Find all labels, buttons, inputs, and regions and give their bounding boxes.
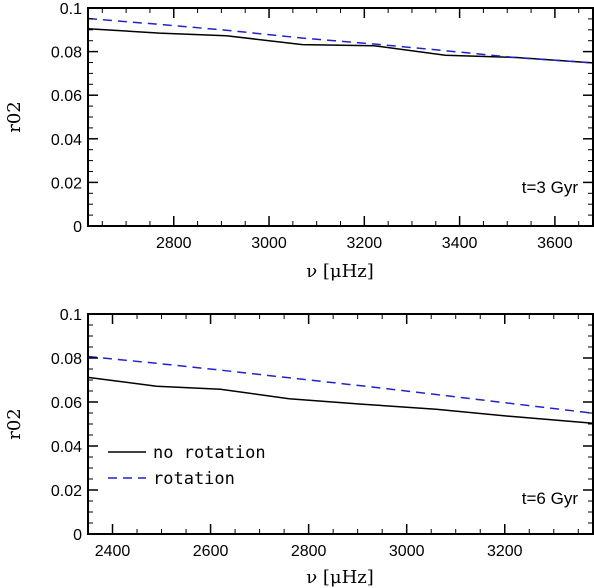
bottom-panel-series bbox=[87, 355, 594, 425]
legend-label-rotation: rotation bbox=[153, 469, 235, 489]
top-panel-tick-labels: 2800 3000 3200 3400 3600 0 0.02 0.04 0.06 0.08 0.1 bbox=[51, 1, 573, 252]
bottom-panel-y-tick-label: 0 bbox=[73, 527, 82, 544]
top-panel-y-tick-label: 0.04 bbox=[51, 132, 82, 149]
top-panel-series-rotation bbox=[87, 17, 594, 64]
top-panel-series-no-rotation bbox=[87, 27, 594, 64]
bottom-panel-y-tick-label: 0.1 bbox=[60, 307, 82, 324]
top-panel-y-tick-label: 0.02 bbox=[51, 175, 82, 192]
legend: no rotation rotation bbox=[108, 443, 266, 489]
bottom-panel-tick-labels: 2400 2600 2800 3000 3200 0 0.02 0.04 0.06 0.08 0.1 bbox=[51, 307, 523, 560]
bottom-panel: 2400 2600 2800 3000 3200 0 0.02 0.04 0.06 0.08 0.1… bbox=[4, 307, 594, 588]
top-panel-y-tick-label: 0.08 bbox=[51, 45, 82, 62]
bottom-panel-series-rotation bbox=[87, 355, 594, 414]
top-panel-y-tick-label: 0.1 bbox=[60, 1, 82, 18]
top-panel-y-tick-label: 0 bbox=[73, 219, 82, 236]
bottom-panel-frame bbox=[87, 313, 594, 535]
top-panel-x-tick-label: 2800 bbox=[156, 235, 192, 252]
top-panel-x-tick-label: 3200 bbox=[347, 235, 383, 252]
bottom-panel-ticks bbox=[87, 313, 593, 535]
bottom-panel-y-tick-label: 0.02 bbox=[51, 483, 82, 500]
top-panel: 2800 3000 3200 3400 3600 0 0.02 0.04 0.06 0.08 0.1… bbox=[4, 1, 594, 282]
top-panel-x-tick-label: 3400 bbox=[442, 235, 478, 252]
top-panel-x-axis-label: ν [μHz] bbox=[306, 261, 374, 282]
top-panel-x-tick-label: 3000 bbox=[251, 235, 287, 252]
top-panel-y-tick-label: 0.06 bbox=[51, 88, 82, 105]
top-panel-frame bbox=[87, 7, 594, 227]
top-panel-annotation: t=3 Gyr bbox=[522, 178, 579, 197]
bottom-panel-x-tick-label: 3000 bbox=[389, 543, 425, 560]
bottom-panel-y-tick-label: 0.06 bbox=[51, 395, 82, 412]
top-panel-ticks bbox=[88, 7, 593, 227]
bottom-panel-y-tick-label: 0.08 bbox=[51, 351, 82, 368]
bottom-panel-series-no-rotation bbox=[87, 376, 594, 425]
top-panel-y-axis-label: r02 bbox=[4, 101, 25, 133]
top-panel-x-tick-label: 3600 bbox=[537, 235, 573, 252]
bottom-panel-y-tick-label: 0.04 bbox=[51, 439, 82, 456]
bottom-panel-y-axis-label: r02 bbox=[4, 408, 25, 440]
bottom-panel-x-tick-label: 2800 bbox=[291, 543, 327, 560]
bottom-panel-x-axis-label: ν [μHz] bbox=[306, 567, 374, 588]
bottom-panel-x-tick-label: 2600 bbox=[193, 543, 229, 560]
legend-label-no-rotation: no rotation bbox=[153, 443, 266, 463]
bottom-panel-x-tick-label: 2400 bbox=[95, 543, 131, 560]
top-panel-series bbox=[87, 17, 594, 64]
bottom-panel-x-tick-label: 3200 bbox=[487, 543, 523, 560]
bottom-panel-annotation: t=6 Gyr bbox=[522, 489, 579, 508]
